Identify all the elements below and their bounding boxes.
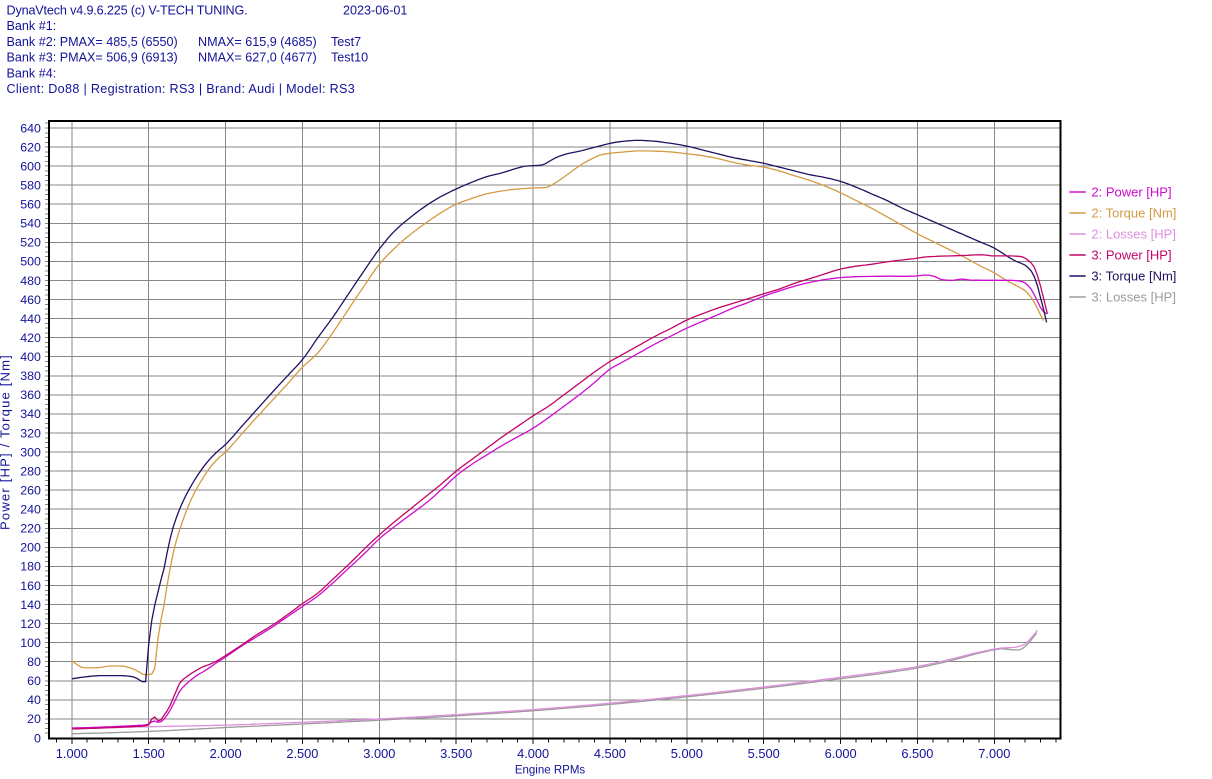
svg-text:440: 440 bbox=[20, 312, 41, 326]
svg-text:Test10: Test10 bbox=[331, 51, 368, 65]
svg-text:2: Losses [HP]: 2: Losses [HP] bbox=[1091, 227, 1176, 242]
svg-text:600: 600 bbox=[20, 159, 41, 173]
svg-text:2.000: 2.000 bbox=[210, 746, 242, 761]
svg-text:Bank #3: PMAX= 506,9 (6913): Bank #3: PMAX= 506,9 (6913) bbox=[7, 51, 178, 65]
svg-text:5.500: 5.500 bbox=[748, 746, 780, 761]
svg-text:80: 80 bbox=[27, 655, 41, 669]
svg-text:DynaVtech v4.9.6.225 (c) V-TEC: DynaVtech v4.9.6.225 (c) V-TECH TUNING. bbox=[7, 4, 248, 18]
svg-text:340: 340 bbox=[20, 407, 41, 421]
svg-text:120: 120 bbox=[20, 617, 41, 631]
svg-text:480: 480 bbox=[20, 274, 41, 288]
svg-text:Bank #2: PMAX= 485,5 (6550): Bank #2: PMAX= 485,5 (6550) bbox=[7, 35, 178, 49]
svg-text:40: 40 bbox=[27, 693, 41, 707]
svg-text:580: 580 bbox=[20, 179, 41, 193]
svg-text:100: 100 bbox=[20, 636, 41, 650]
svg-text:0: 0 bbox=[34, 731, 41, 745]
svg-text:Client: Do88 | Registration: R: Client: Do88 | Registration: RS3 | Brand… bbox=[7, 82, 356, 96]
svg-text:540: 540 bbox=[20, 217, 41, 231]
svg-text:4.000: 4.000 bbox=[517, 746, 549, 761]
svg-text:Bank #1:: Bank #1: bbox=[7, 19, 57, 33]
svg-text:420: 420 bbox=[20, 331, 41, 345]
svg-text:560: 560 bbox=[20, 198, 41, 212]
svg-text:620: 620 bbox=[20, 140, 41, 154]
svg-text:2: Torque [Nm]: 2: Torque [Nm] bbox=[1091, 206, 1176, 221]
svg-text:320: 320 bbox=[20, 426, 41, 440]
svg-text:6.500: 6.500 bbox=[901, 746, 933, 761]
svg-text:360: 360 bbox=[20, 388, 41, 402]
svg-text:4.500: 4.500 bbox=[594, 746, 626, 761]
svg-text:1.500: 1.500 bbox=[133, 746, 165, 761]
svg-text:280: 280 bbox=[20, 464, 41, 478]
svg-text:640: 640 bbox=[20, 121, 41, 135]
svg-text:2: Power [HP]: 2: Power [HP] bbox=[1091, 185, 1171, 200]
svg-text:3.000: 3.000 bbox=[363, 746, 395, 761]
svg-text:Bank #4:: Bank #4: bbox=[7, 67, 57, 81]
svg-text:3: Power [HP]: 3: Power [HP] bbox=[1091, 248, 1171, 263]
svg-text:3: Torque [Nm]: 3: Torque [Nm] bbox=[1091, 269, 1176, 284]
svg-text:500: 500 bbox=[20, 255, 41, 269]
svg-text:400: 400 bbox=[20, 350, 41, 364]
svg-text:NMAX= 615,9 (4685): NMAX= 615,9 (4685) bbox=[198, 35, 317, 49]
svg-text:220: 220 bbox=[20, 522, 41, 536]
svg-text:140: 140 bbox=[20, 598, 41, 612]
svg-text:Engine RPMs: Engine RPMs bbox=[515, 765, 586, 777]
svg-text:20: 20 bbox=[27, 712, 41, 726]
svg-text:380: 380 bbox=[20, 369, 41, 383]
svg-text:200: 200 bbox=[20, 541, 41, 555]
svg-text:Power [HP] / Torque [Nm]: Power [HP] / Torque [Nm] bbox=[0, 354, 13, 530]
svg-text:60: 60 bbox=[27, 674, 41, 688]
svg-text:520: 520 bbox=[20, 236, 41, 250]
svg-text:260: 260 bbox=[20, 484, 41, 498]
svg-text:Test7: Test7 bbox=[331, 35, 361, 49]
svg-text:1.000: 1.000 bbox=[56, 746, 88, 761]
svg-text:7.000: 7.000 bbox=[978, 746, 1010, 761]
svg-text:160: 160 bbox=[20, 579, 41, 593]
svg-text:3: Losses [HP]: 3: Losses [HP] bbox=[1091, 290, 1176, 305]
svg-text:460: 460 bbox=[20, 293, 41, 307]
svg-text:3.500: 3.500 bbox=[440, 746, 472, 761]
svg-text:300: 300 bbox=[20, 445, 41, 459]
svg-text:180: 180 bbox=[20, 560, 41, 574]
svg-text:NMAX= 627,0 (4677): NMAX= 627,0 (4677) bbox=[198, 51, 317, 65]
svg-text:240: 240 bbox=[20, 503, 41, 517]
svg-text:2.500: 2.500 bbox=[286, 746, 318, 761]
svg-text:6.000: 6.000 bbox=[825, 746, 857, 761]
svg-text:5.000: 5.000 bbox=[671, 746, 703, 761]
svg-text:2023-06-01: 2023-06-01 bbox=[343, 4, 407, 18]
